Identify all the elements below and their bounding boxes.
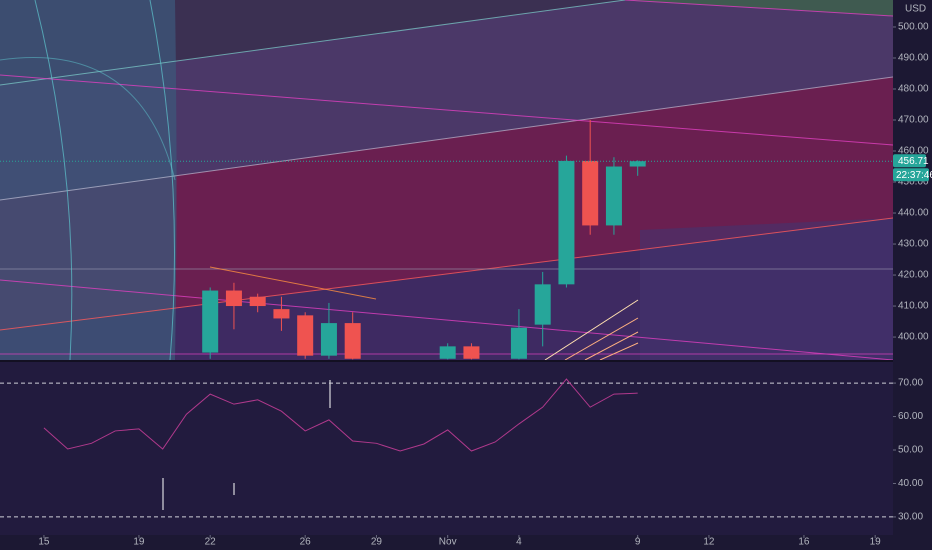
y-tick-label: 70.00: [898, 378, 923, 389]
x-tick-label: 26: [300, 537, 312, 548]
x-tick-label: Nov: [439, 537, 457, 548]
x-tick-label: 29: [371, 537, 383, 548]
y-tick-label: 420.00: [898, 270, 929, 281]
last-price-box: [893, 154, 926, 168]
layer: 400.00 410.00 420.00 430.00 440.00 450.00 460.…: [893, 22, 929, 343]
candle-body: [249, 296, 266, 307]
drawings: [0, 0, 893, 360]
countdown-box: [893, 168, 929, 182]
y-tick-label: 440.00: [898, 208, 929, 219]
layer: 15 19 22 26 29 Nov 4 9 12 16 19: [38, 535, 881, 548]
candle-body: [225, 290, 242, 307]
y-tick-label: 480.00: [898, 84, 929, 95]
y-tick-label: 40.00: [898, 478, 923, 489]
price-axis: [893, 0, 932, 550]
layer: [0, 378, 893, 518]
x-tick-label: 9: [635, 537, 641, 548]
candle-body: [320, 323, 337, 356]
pane-separator: [0, 360, 893, 362]
layer: 30.00 40.00 50.00 60.00 70.00: [893, 378, 923, 523]
y-tick-label: 460.00: [898, 146, 929, 157]
y-tick-label: 430.00: [898, 239, 929, 250]
y-tick-label: 500.00: [898, 22, 929, 33]
layer: [0, 120, 893, 360]
x-tick-label: 22: [205, 537, 217, 548]
candle-body: [439, 346, 456, 359]
rsi-line: [43, 378, 638, 452]
candle-body: [297, 315, 314, 356]
rsi-pane: [0, 362, 893, 535]
candle-body: [629, 161, 646, 167]
y-tick-label: 490.00: [898, 53, 929, 64]
y-tick-label: 470.00: [898, 115, 929, 126]
candle-body: [344, 323, 361, 359]
y-tick-label: 410.00: [898, 301, 929, 312]
candle-body: [558, 160, 575, 285]
y-tick-label: 60.00: [898, 411, 923, 422]
countdown-label: 22:37:46: [896, 170, 932, 181]
y-tick-label: 30.00: [898, 512, 923, 523]
x-tick-label: 12: [703, 537, 715, 548]
candle-body: [273, 309, 290, 319]
x-tick-label: 19: [870, 537, 882, 548]
rsi-drawings: [162, 380, 331, 510]
candle-body: [510, 327, 527, 359]
x-tick-label: 16: [798, 537, 810, 548]
last-price-label: 456.71: [898, 156, 929, 167]
candle-body: [463, 346, 480, 359]
x-tick-label: 4: [516, 537, 522, 548]
currency-label: USD: [905, 4, 926, 15]
x-tick-label: 15: [38, 537, 50, 548]
layer: 456.71 22:37:46: [893, 154, 932, 182]
x-tick-label: 19: [133, 537, 145, 548]
y-tick-label: 50.00: [898, 445, 923, 456]
candle-body: [582, 160, 599, 226]
y-tick-label: 400.00: [898, 332, 929, 343]
candle-body: [605, 166, 622, 226]
candle-body: [202, 290, 219, 353]
candle-body: [534, 284, 551, 325]
y-tick-label: 450.00: [898, 177, 929, 188]
